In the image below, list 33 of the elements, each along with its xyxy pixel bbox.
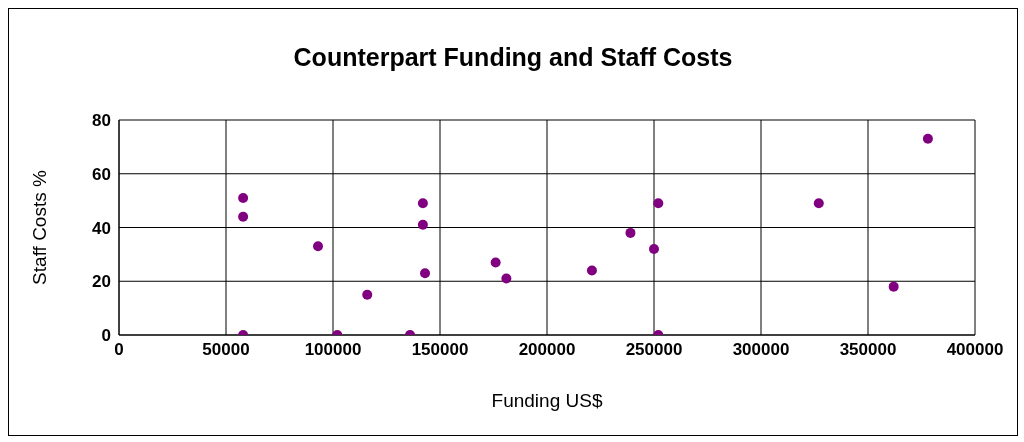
- point: [888, 281, 899, 292]
- y-tick-label: 80: [92, 111, 111, 131]
- x-tick-label: 350000: [839, 340, 897, 360]
- x-tick-label: 50000: [202, 340, 250, 360]
- x-tick-label: 150000: [411, 340, 469, 360]
- y-axis-title: Staff Costs %: [28, 170, 50, 285]
- point: [649, 244, 659, 254]
- point: [501, 273, 512, 284]
- x-axis-title: Funding US$: [491, 390, 603, 411]
- point: [362, 289, 373, 300]
- x-tick-label: 0: [114, 340, 124, 360]
- point: [238, 192, 249, 203]
- x-tick-label: 400000: [946, 340, 1004, 360]
- x-tick-label: 200000: [518, 340, 576, 360]
- x-tick-label: 300000: [732, 340, 790, 360]
- y-tick-label: 40: [92, 218, 111, 238]
- y-tick-label: 60: [92, 164, 111, 184]
- point: [417, 219, 428, 230]
- point: [586, 265, 597, 276]
- x-tick-label: 250000: [625, 340, 683, 360]
- point: [417, 198, 428, 209]
- point: [625, 227, 636, 238]
- chart-title: Counterpart Funding and Staff Costs: [292, 43, 734, 72]
- point: [420, 268, 431, 279]
- x-tick-label: 100000: [304, 340, 362, 360]
- point: [653, 198, 664, 209]
- y-tick-label: 20: [92, 272, 111, 292]
- point: [490, 257, 501, 268]
- y-tick-label: 0: [101, 326, 111, 346]
- point: [813, 198, 824, 209]
- point: [313, 241, 324, 252]
- point: [922, 133, 933, 144]
- point: [238, 211, 249, 222]
